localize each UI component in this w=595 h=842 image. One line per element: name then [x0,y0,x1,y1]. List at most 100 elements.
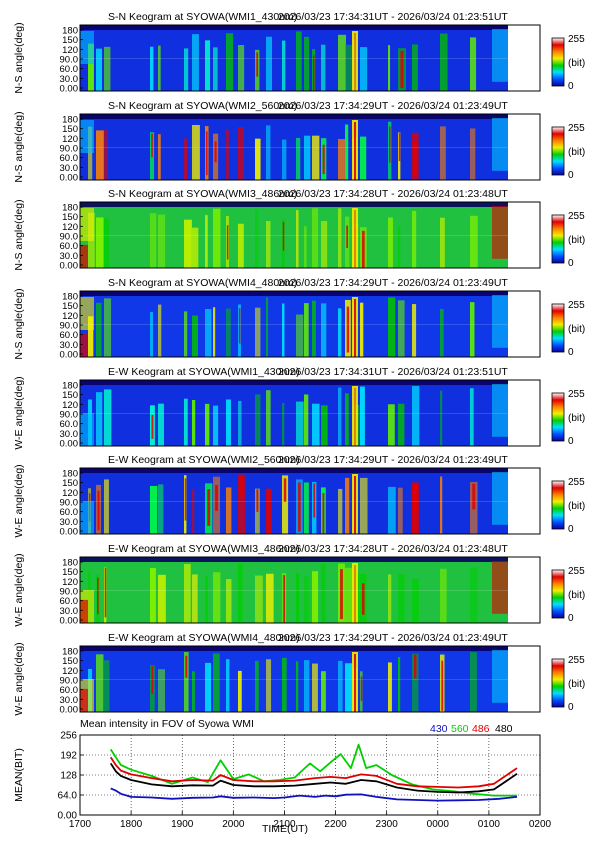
aurora-stripe [255,307,261,357]
y-tick-label: 150 [62,124,78,135]
aurora-stripe [158,484,164,534]
aurora-stripe [158,134,161,180]
keogram-image [80,557,508,623]
legend-entry-560: 560 [451,723,469,735]
aurora-stripe [184,48,189,91]
keogram-panel: E-W Keogram at SYOWA(WMI1_430nm)2026/03/… [13,366,541,450]
aurora-stripe [226,308,231,357]
chart-x-tick-label: 1900 [171,819,194,830]
twilight-right [492,295,508,348]
colorbar-min-label: 0 [568,81,574,92]
colorbar-scale [551,569,565,619]
colorbar-unit-label: (bit) [568,235,585,246]
aurora-stripe [96,302,102,357]
aurora-stripe [360,302,364,357]
aurora-stripe [266,659,272,712]
main-arc-core [354,654,356,712]
aurora-core [104,568,107,618]
keogram-panel: S-N Keogram at SYOWA(WMI3_486nm)2026/03/… [13,188,541,272]
aurora-stripe [213,405,219,446]
y-tick-label: 60.0 [60,419,79,430]
chart-y-tick-label: 192 [60,751,77,762]
legend-entry-480: 480 [495,723,513,735]
horizon-band [80,380,508,385]
aurora-stripe [282,139,287,180]
y-tick-label: 150 [62,478,78,489]
aurora-stripe [338,208,342,268]
colorbar: 255 (bit) 0 [551,655,585,713]
aurora-stripe [184,219,192,268]
colorbar-min-label: 0 [568,170,574,181]
aurora-stripe [226,579,232,623]
y-axis-label: N-S angle(deg) [13,288,25,359]
y-tick-label: 90.0 [60,410,79,421]
panel-frame [79,379,541,447]
panel-title: E-W Keogram at SYOWA(WMI1_430nm) [108,366,300,378]
aurora-stripe [321,44,326,91]
colorbar-min-label: 0 [568,258,574,269]
panel-title: E-W Keogram at SYOWA(WMI4_480nm) [108,632,300,644]
aurora-stripe [150,312,154,357]
aurora-stripe [296,661,299,712]
y-axis-label: N-S angle(deg) [13,199,25,270]
y-tick-label: 120 [62,45,78,56]
main-arc [352,208,358,268]
aurora-stripe [213,47,218,91]
chart-x-tick-label: 2100 [273,819,296,830]
y-axis-label: W-E angle(deg) [13,642,25,715]
twilight-right [492,118,508,171]
aurora-stripe [184,311,188,357]
aurora-stripe [150,568,156,623]
aurora-stripe [96,392,103,446]
twilight-left [80,208,94,241]
series-line-480 [109,762,518,794]
aurora-stripe [388,662,392,712]
aurora-stripe [388,217,393,268]
keogram-panel: E-W Keogram at SYOWA(WMI4_480nm)2026/03/… [13,632,541,716]
keogram-panel: S-N Keogram at SYOWA(WMI4_480nm)2026/03/… [13,277,541,361]
aurora-stripe [150,213,157,268]
keogram-image [80,380,508,446]
y-axis-label: W-E angle(deg) [13,553,25,626]
aurora-stripe [345,567,353,623]
aurora-stripe [304,135,311,180]
aurora-stripe [266,297,269,357]
aurora-stripe [312,300,316,357]
aurora-stripe [470,652,477,712]
aurora-stripe [226,33,234,91]
panel-time-range: 2026/03/23 17:34:29UT - 2026/03/24 01:23… [278,454,508,466]
y-tick-label: 120 [62,134,78,145]
colorbar-max-label: 255 [568,477,585,488]
twilight-right [492,472,508,525]
keogram-image [80,646,508,712]
y-tick-label: 90.0 [60,676,79,687]
aurora-stripe [304,576,309,623]
aurora-stripe [266,488,272,534]
chart-x-tick-label: 2300 [376,819,399,830]
aurora-stripe [88,43,94,91]
aurora-core [283,478,287,502]
aurora-core [312,55,315,91]
aurora-stripe [150,485,158,534]
y-axis-label: N-S angle(deg) [13,22,25,93]
aurora-stripe [440,33,448,91]
aurora-stripe [296,573,300,623]
aurora-stripe [412,304,417,357]
horizon-band [80,557,508,562]
panel-frame [79,113,541,181]
chart-x-axis-label: TIME(UT) [262,823,308,835]
aurora-stripe [440,476,443,534]
series-line-486 [109,756,518,789]
y-tick-label: 90.0 [60,587,79,598]
colorbar-min-label: 0 [568,347,574,358]
aurora-core [207,489,211,526]
y-tick-label: 30.0 [60,163,79,174]
twilight-left-core [80,244,88,268]
panel-title: S-N Keogram at SYOWA(WMI2_560nm) [108,100,297,112]
aurora-stripe [158,574,166,623]
aurora-stripe [345,477,350,534]
panel-time-range: 2026/03/23 17:34:28UT - 2026/03/24 01:23… [278,188,508,200]
aurora-stripe [158,669,166,712]
twilight-left-core [80,688,88,712]
